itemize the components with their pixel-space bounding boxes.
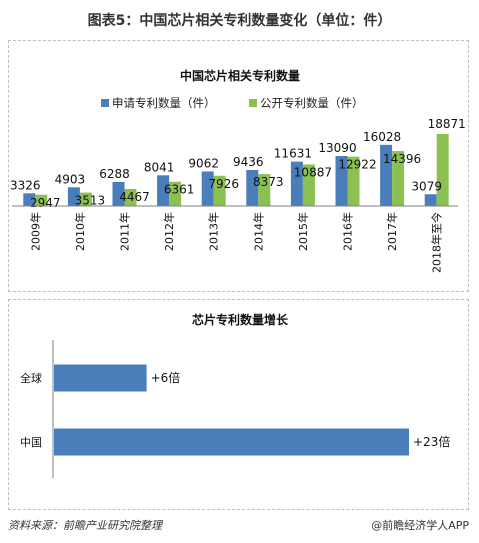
value-label-apply: 3079 (411, 179, 442, 193)
legend-label-apply: 申请专利数量（件） (112, 96, 216, 110)
bar-publish (79, 192, 92, 206)
bar-publish (392, 151, 405, 206)
value-label-publish: 6361 (164, 183, 195, 197)
x-tick-label: 2017年 (385, 212, 399, 251)
value-label-apply: 6288 (99, 167, 130, 181)
bar-apply (424, 194, 437, 206)
x-tick-label: 2010年 (73, 212, 87, 251)
value-label-publish: 3513 (75, 194, 106, 208)
source-label: 资料来源：前瞻产业研究院整理 (8, 519, 162, 532)
value-label: +6倍 (151, 370, 181, 385)
growth-bar (54, 428, 409, 456)
bar-apply (157, 175, 170, 206)
category-label: 全球 (20, 371, 42, 385)
value-label-apply: 9062 (188, 156, 219, 170)
bar-publish (169, 181, 182, 206)
x-tick-label: 2014年 (251, 212, 265, 251)
bar-publish (35, 194, 48, 206)
bar-apply (23, 193, 36, 206)
bar-publish (436, 134, 449, 206)
bar-publish (347, 156, 360, 206)
value-label-apply: 13090 (318, 141, 356, 155)
legend: 申请专利数量（件） 公开专利数量（件） (101, 96, 364, 110)
figure-title: 图表5：中国芯片相关专利数量变化（单位：件） (87, 13, 392, 29)
legend-swatch-apply (101, 99, 109, 107)
value-label-publish: 8373 (253, 175, 284, 189)
bar-apply (67, 187, 80, 206)
legend-swatch-publish (249, 99, 257, 107)
bar-apply (380, 144, 393, 206)
value-label-apply: 16028 (363, 130, 401, 144)
value-label-apply: 8041 (144, 160, 175, 174)
x-tick-label: 2018年至今 (430, 212, 444, 273)
bar-apply (246, 169, 259, 206)
category-label: 中国 (20, 436, 42, 449)
bar-publish (258, 174, 271, 206)
bar-apply (201, 171, 214, 206)
value-label-apply: 9436 (233, 155, 264, 169)
x-tick-label: 2009年 (28, 212, 42, 251)
value-label-publish: 7926 (208, 177, 239, 191)
chart-title: 中国芯片相关专利数量 (180, 68, 300, 83)
x-tick-label: 2013年 (207, 212, 221, 251)
value-label-publish: 4467 (119, 190, 150, 204)
value-label-apply: 11631 (274, 147, 312, 161)
bar-apply (290, 161, 303, 206)
patent-count-panel (8, 40, 469, 292)
x-tick-label: 2011年 (118, 212, 132, 251)
bar-apply (335, 156, 348, 206)
bar-publish (213, 175, 226, 206)
brand-label: @前瞻经济学人APP (371, 519, 469, 532)
chart-title: 芯片专利数量增长 (192, 312, 289, 327)
value-label-publish: 10887 (294, 165, 332, 179)
value-label-apply: 3326 (10, 178, 41, 192)
growth-bar (54, 364, 147, 392)
value-label-publish: 14396 (383, 152, 421, 166)
value-label-apply: 4903 (55, 172, 86, 186)
bar-apply (112, 182, 125, 206)
x-tick-label: 2012年 (162, 212, 176, 251)
value-label: +23倍 (413, 434, 450, 449)
bar-publish (302, 164, 315, 206)
growth-panel (8, 299, 469, 510)
value-label-publish: 12922 (338, 158, 376, 172)
x-tick-label: 2016年 (341, 212, 355, 251)
x-tick-label: 2015年 (296, 212, 310, 251)
legend-label-publish: 公开专利数量（件） (260, 96, 364, 110)
value-label-publish: 18871 (428, 117, 466, 131)
bar-publish (124, 188, 137, 206)
